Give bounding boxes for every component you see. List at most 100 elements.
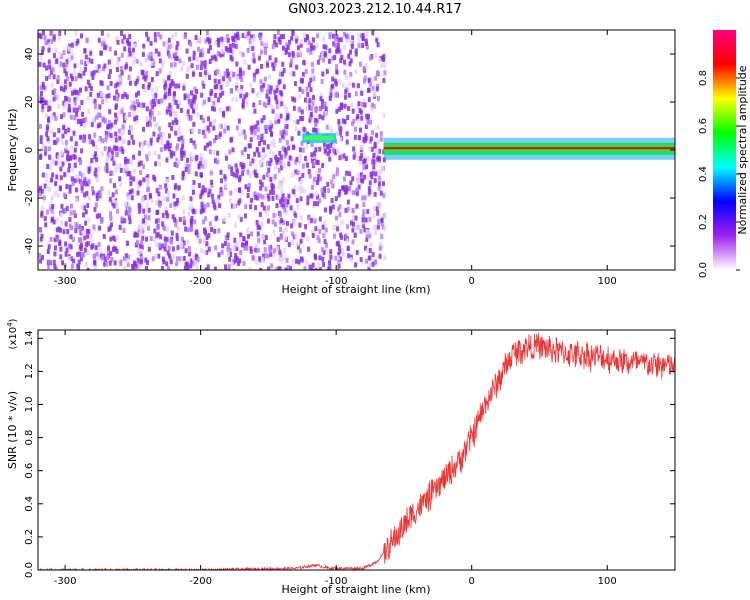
spectrogram-cell bbox=[122, 256, 126, 262]
spectrogram-cell bbox=[195, 37, 199, 43]
spectrogram-cell bbox=[320, 78, 324, 84]
spectrogram-cell bbox=[253, 130, 257, 136]
spectrogram-cell bbox=[59, 212, 63, 218]
spectrogram-cell bbox=[115, 116, 119, 122]
spectrogram-cell bbox=[167, 245, 171, 251]
spectrogram-cell bbox=[119, 66, 123, 72]
spectrogram-cell bbox=[300, 140, 304, 146]
spectrogram-cell bbox=[366, 247, 370, 253]
spectrogram-cell bbox=[244, 240, 248, 246]
spectrogram-cell bbox=[163, 144, 167, 150]
spectrogram-cell bbox=[295, 258, 299, 264]
spectrogram-cell bbox=[80, 33, 84, 39]
spectrogram-cell bbox=[220, 191, 224, 197]
spectrogram-cell bbox=[329, 209, 333, 215]
spectrogram-cell bbox=[375, 86, 379, 92]
spectrogram-cell bbox=[77, 90, 81, 96]
spectrogram-cell bbox=[142, 218, 146, 224]
spectrogram-cell bbox=[137, 227, 141, 233]
spectrogram-cell bbox=[336, 130, 340, 136]
spectrogram-cell bbox=[276, 157, 280, 163]
spectrogram-cell bbox=[205, 30, 209, 36]
spectrogram-cell bbox=[135, 240, 139, 246]
spectrogram-cell bbox=[101, 99, 105, 105]
spectrogram-cell bbox=[45, 124, 49, 130]
spectrogram-cell bbox=[214, 40, 218, 46]
spectrogram-cell bbox=[110, 256, 114, 262]
spectrogram-cell bbox=[379, 190, 383, 196]
spectrogram-cell bbox=[277, 36, 281, 42]
spectrogram-cell bbox=[220, 36, 224, 42]
spectrogram-cell bbox=[243, 59, 247, 65]
spectrogram-cell bbox=[371, 261, 375, 267]
spectrogram-cell bbox=[150, 198, 154, 204]
spectrogram-cell bbox=[139, 180, 143, 186]
spectrogram-cell bbox=[145, 236, 149, 242]
spectrogram-cell bbox=[132, 176, 136, 182]
spectrogram-cell bbox=[326, 181, 330, 187]
spectrogram-cell bbox=[169, 111, 173, 117]
spectrogram-cell bbox=[52, 34, 56, 40]
spectrogram-cell bbox=[226, 73, 230, 79]
spectrogram-cell bbox=[86, 241, 90, 247]
spectrogram-cell bbox=[142, 177, 146, 183]
spectrogram-cell bbox=[154, 92, 158, 98]
spectrogram-y-label: Frequency (Hz) bbox=[6, 109, 19, 192]
spectrogram-cell bbox=[300, 78, 304, 84]
spectrogram-cell bbox=[288, 155, 292, 161]
spectrogram-cell bbox=[246, 233, 250, 239]
spectrogram-cell bbox=[110, 150, 114, 156]
spectrogram-cell bbox=[298, 185, 302, 191]
spectrogram-cell bbox=[231, 42, 235, 48]
spectrogram-cell bbox=[343, 44, 347, 50]
spectrogram-cell bbox=[338, 79, 342, 85]
spectrogram-cell bbox=[310, 74, 314, 80]
spectrogram-cell bbox=[49, 69, 53, 75]
snr-panel: -300 -200 -100 0 100 0.00.20.40.60.81.01.21.… bbox=[6, 318, 676, 596]
spectrogram-cell bbox=[280, 218, 284, 224]
spectrogram-cell bbox=[59, 166, 63, 172]
spectrogram-cell bbox=[260, 221, 264, 227]
spectrogram-cell bbox=[231, 147, 235, 153]
spectrogram-cell bbox=[243, 94, 247, 100]
spectrogram-cell bbox=[264, 235, 268, 241]
spectrogram-cell bbox=[128, 66, 132, 72]
spectrogram-cell bbox=[198, 238, 202, 244]
spectrogram-cell bbox=[235, 125, 239, 131]
spectrogram-cell bbox=[163, 236, 167, 242]
spectrogram-cell bbox=[128, 170, 132, 176]
spectrogram-cell bbox=[71, 90, 75, 96]
spectrogram-cell bbox=[145, 70, 149, 76]
spectrogram-cell bbox=[361, 101, 365, 107]
spectrogram-cell bbox=[244, 184, 248, 190]
spectrogram-cell bbox=[310, 184, 314, 190]
spectrogram-cell bbox=[139, 262, 143, 268]
spectrogram-cell bbox=[214, 245, 218, 251]
spectrogram-cell bbox=[193, 86, 197, 92]
spectrogram-cell bbox=[74, 76, 78, 82]
spectrogram-cell bbox=[207, 233, 211, 239]
spectrogram-cell bbox=[269, 157, 273, 163]
spectrogram-cell bbox=[259, 32, 263, 38]
spectrogram-cell bbox=[175, 119, 179, 125]
spectrogram-cell bbox=[280, 197, 284, 203]
spectrogram-cell bbox=[207, 48, 211, 54]
colorbar-tick-label: 0.6 bbox=[698, 118, 709, 134]
spectrogram-cell bbox=[314, 255, 318, 261]
spectrogram-cell bbox=[306, 195, 310, 201]
spectrogram-cell bbox=[262, 253, 266, 259]
spectrogram-cell bbox=[335, 171, 339, 177]
spectrogram-cell bbox=[162, 196, 166, 202]
spectrogram-cell bbox=[249, 161, 253, 167]
spectrogram-cell bbox=[356, 172, 360, 178]
spectrogram-cell bbox=[287, 52, 291, 58]
spectrogram-cell bbox=[369, 171, 373, 177]
spectrogram-cell bbox=[154, 48, 158, 54]
spectrogram-cell bbox=[97, 241, 101, 247]
spectrogram-cell bbox=[261, 194, 265, 200]
spectrogram-cell bbox=[280, 202, 284, 208]
spectrogram-cell bbox=[216, 159, 220, 165]
spectrogram-cell bbox=[67, 255, 71, 261]
spectrogram-cell bbox=[149, 140, 153, 146]
spectrogram-cell bbox=[52, 139, 56, 145]
